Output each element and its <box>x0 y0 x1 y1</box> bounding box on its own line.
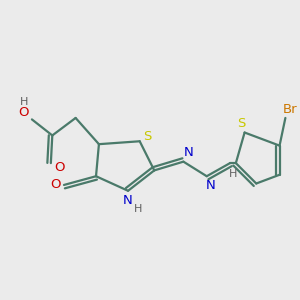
Text: O: O <box>19 106 29 119</box>
Text: Br: Br <box>282 103 297 116</box>
Text: O: O <box>50 178 61 191</box>
Text: S: S <box>238 117 246 130</box>
Text: N: N <box>206 179 216 192</box>
Text: S: S <box>143 130 151 142</box>
Text: H: H <box>20 97 28 107</box>
Text: H: H <box>134 204 142 214</box>
Text: H: H <box>229 169 237 179</box>
Text: O: O <box>54 161 64 174</box>
Text: N: N <box>123 194 133 208</box>
Text: N: N <box>184 146 194 159</box>
